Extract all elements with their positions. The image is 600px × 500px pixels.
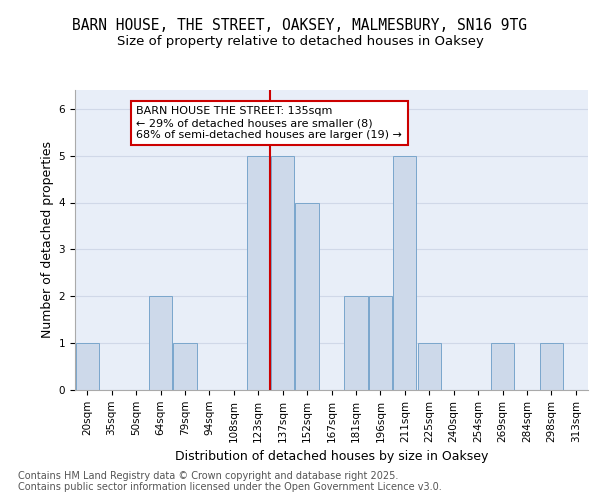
Bar [491, 343, 514, 390]
Text: BARN HOUSE, THE STREET, OAKSEY, MALMESBURY, SN16 9TG: BARN HOUSE, THE STREET, OAKSEY, MALMESBU… [73, 18, 527, 32]
Bar [540, 343, 563, 390]
Text: Contains HM Land Registry data © Crown copyright and database right 2025.
Contai: Contains HM Land Registry data © Crown c… [18, 471, 442, 492]
Bar [295, 202, 319, 390]
Bar [247, 156, 270, 390]
Bar [418, 343, 441, 390]
Bar [369, 296, 392, 390]
Bar [149, 296, 172, 390]
Bar [271, 156, 294, 390]
Y-axis label: Number of detached properties: Number of detached properties [41, 142, 55, 338]
X-axis label: Distribution of detached houses by size in Oaksey: Distribution of detached houses by size … [175, 450, 488, 463]
Bar [393, 156, 416, 390]
Text: BARN HOUSE THE STREET: 135sqm
← 29% of detached houses are smaller (8)
68% of se: BARN HOUSE THE STREET: 135sqm ← 29% of d… [136, 106, 402, 140]
Bar [344, 296, 368, 390]
Text: Size of property relative to detached houses in Oaksey: Size of property relative to detached ho… [116, 35, 484, 48]
Bar [76, 343, 99, 390]
Bar [173, 343, 197, 390]
